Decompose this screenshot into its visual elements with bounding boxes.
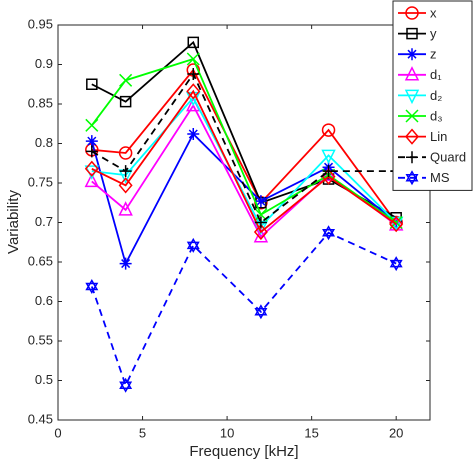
- y-tick-label: 0.45: [28, 411, 53, 426]
- x-tick-label: 10: [220, 425, 234, 440]
- plot-area: [57, 24, 431, 421]
- marker: [187, 128, 200, 141]
- marker: [406, 27, 418, 40]
- marker: [186, 52, 200, 66]
- marker: [253, 223, 268, 241]
- y-tick-label: 0.6: [35, 293, 53, 308]
- y-tick-label: 0.95: [28, 16, 53, 31]
- y-tick-label: 0.8: [35, 135, 53, 150]
- marker: [254, 195, 267, 208]
- legend-label: Quard: [430, 150, 466, 165]
- legend-label: y: [430, 26, 437, 41]
- series-line: [91, 89, 397, 234]
- marker: [85, 145, 98, 158]
- marker: [187, 36, 200, 49]
- legend-label: z: [430, 47, 437, 62]
- legend-label: d₂: [430, 88, 442, 103]
- series-line: [90, 132, 397, 267]
- marker: [118, 146, 133, 160]
- marker: [389, 256, 403, 272]
- marker: [119, 377, 133, 393]
- marker: [186, 237, 200, 253]
- marker: [254, 304, 268, 320]
- marker: [322, 165, 335, 178]
- x-tick-label: 15: [304, 425, 318, 440]
- legend-label: MS: [430, 170, 450, 185]
- marker: [404, 89, 420, 105]
- marker: [322, 225, 336, 241]
- y-tick-label: 0.85: [28, 95, 53, 110]
- marker: [86, 78, 98, 90]
- marker: [85, 118, 99, 132]
- x-tick-label: 20: [389, 425, 403, 440]
- marker: [406, 48, 418, 61]
- y-tick-label: 0.9: [35, 56, 53, 71]
- x-axis-label: Frequency [kHz]: [189, 443, 298, 460]
- marker: [405, 170, 419, 186]
- marker: [389, 215, 404, 233]
- marker: [405, 109, 419, 123]
- marker: [254, 216, 267, 229]
- y-axis-label: Variability: [5, 190, 22, 254]
- marker: [404, 66, 420, 81]
- legend-label: x: [430, 5, 437, 20]
- marker: [406, 151, 418, 164]
- marker: [84, 160, 99, 177]
- marker: [119, 257, 132, 270]
- marker: [119, 165, 132, 178]
- legend-label: d₃: [430, 108, 443, 123]
- x-tick-label: 5: [139, 425, 146, 440]
- marker: [321, 149, 336, 165]
- x-tick-label: 0: [54, 425, 61, 440]
- marker: [186, 83, 201, 100]
- series-line: [90, 231, 397, 388]
- marker: [118, 177, 133, 194]
- legend-label: Lin: [430, 129, 447, 144]
- marker: [321, 123, 336, 137]
- marker: [405, 6, 419, 20]
- marker: [405, 128, 419, 145]
- marker: [85, 278, 99, 294]
- y-tick-label: 0.75: [28, 174, 53, 189]
- series-line: [91, 57, 397, 224]
- marker: [85, 135, 98, 148]
- marker: [84, 172, 100, 188]
- y-tick-label: 0.5: [35, 372, 53, 387]
- marker: [119, 95, 132, 108]
- marker: [119, 73, 133, 87]
- legend-label: d₁: [430, 67, 442, 82]
- marker: [187, 67, 200, 80]
- marker: [118, 201, 133, 216]
- y-tick-label: 0.55: [28, 332, 53, 347]
- y-tick-label: 0.7: [35, 214, 53, 229]
- y-tick-label: 0.65: [28, 253, 53, 268]
